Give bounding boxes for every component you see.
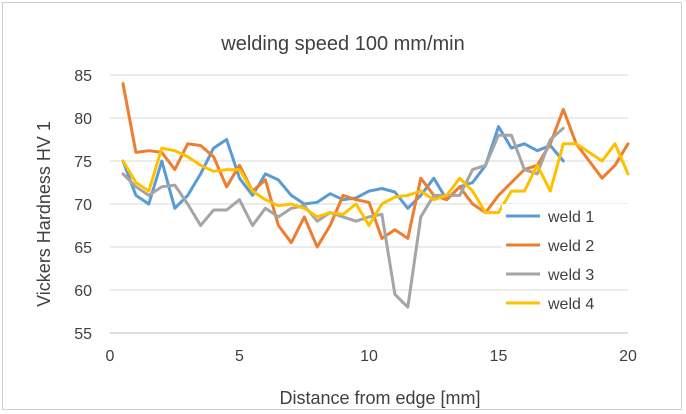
x-tick-label: 10 [360,348,378,365]
y-tick-label: 65 [74,240,92,257]
x-tick-label: 0 [106,348,115,365]
x-axis-title: Distance from edge [mm] [279,388,480,408]
x-tick-label: 5 [235,348,244,365]
chart-title: welding speed 100 mm/min [220,33,464,55]
y-axis-title: Vickers Hardness HV 1 [34,121,54,307]
legend-label: weld 1 [547,209,594,226]
x-tick-label: 20 [619,348,637,365]
y-axis-ticks: 55 60 65 70 75 80 85 [74,68,92,343]
y-tick-label: 85 [74,68,92,85]
gridlines [110,74,628,291]
y-tick-label: 80 [74,111,92,128]
x-tick-label: 15 [490,348,508,365]
x-axis-ticks: 0 5 10 15 20 [106,348,637,365]
y-tick-label: 60 [74,283,92,300]
y-tick-label: 70 [74,197,92,214]
series-line-3 [121,126,565,309]
legend: weld 1 weld 2 weld 3 weld 4 [502,204,632,315]
y-tick-label: 75 [74,154,92,171]
series-line-4 [121,142,630,227]
legend-label: weld 4 [547,296,594,313]
y-tick-label: 55 [74,326,92,343]
legend-label: weld 3 [547,267,594,284]
series-lines [121,82,630,309]
legend-label: weld 2 [547,238,594,255]
